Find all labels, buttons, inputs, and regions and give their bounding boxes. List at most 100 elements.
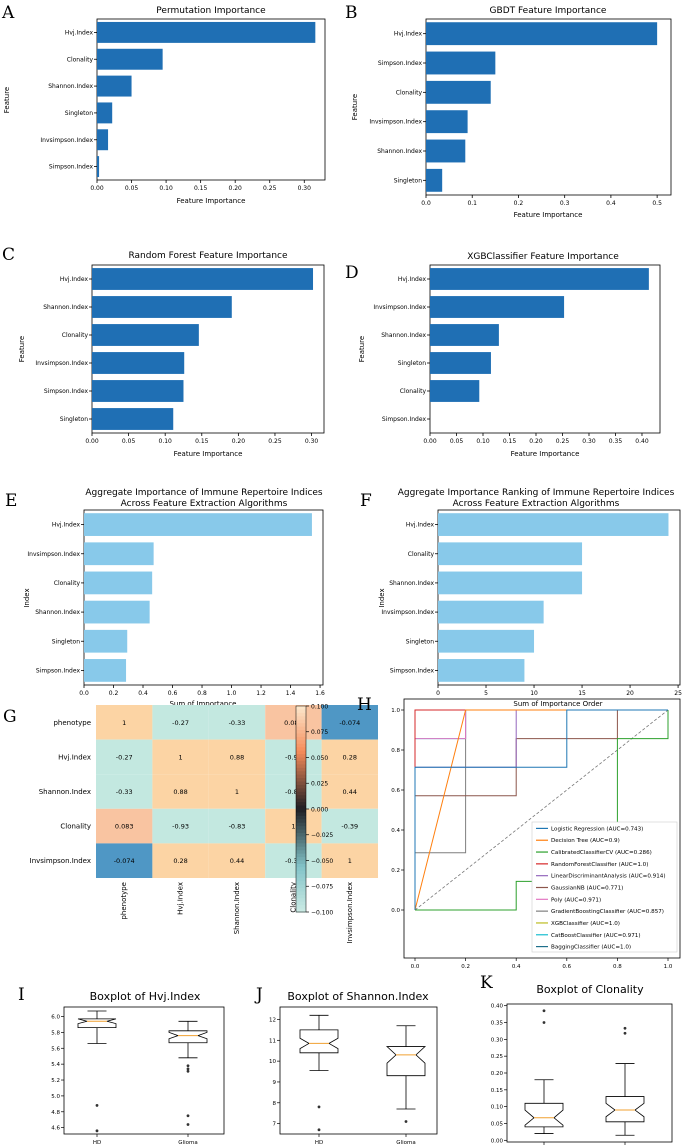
y-tick-label: Hvj.Index xyxy=(52,522,81,529)
colorbar-segment xyxy=(296,846,306,851)
x-tick-label: 0.0 xyxy=(421,200,431,207)
boxplot-outlier xyxy=(186,1067,190,1071)
colorbar-segment xyxy=(296,836,306,841)
colorbar-segment xyxy=(296,771,306,776)
x-tick-label: 0.0 xyxy=(79,690,89,697)
heatmap-cell-label: -0.074 xyxy=(114,857,135,865)
colorbar-segment xyxy=(296,819,306,824)
boxplot-y-tick-label: 11 xyxy=(269,1038,276,1044)
roc-diagonal xyxy=(414,709,669,911)
heatmap-cell-label: 1 xyxy=(179,753,183,761)
heatmap-cell xyxy=(152,843,209,878)
heatmap-cell xyxy=(152,739,209,775)
boxplot-y-tick-label: 5.4 xyxy=(51,1062,60,1068)
y-tick-label: Singleton xyxy=(406,638,434,645)
bar-simpson-index xyxy=(92,380,184,402)
panel-g: G 1 -0.27 -0.33 0.083 -0.074 -0.27 1 0.88 -0.93 0… xyxy=(3,703,378,943)
boxplot-y-tick-label: 4.8 xyxy=(51,1110,60,1116)
bar-shannon-index xyxy=(438,571,583,595)
colorbar-segment xyxy=(296,870,306,875)
panel-e-title: Aggregate Importance of Immune Repertoir… xyxy=(85,488,323,498)
colorbar-segment xyxy=(296,736,306,741)
bar-singleton xyxy=(438,629,535,653)
boxplot-y-tick-label: 0.05 xyxy=(491,1121,504,1127)
x-tick-label: 0.10 xyxy=(159,185,173,192)
heatmap-cell-label: 0.88 xyxy=(173,788,187,796)
panel-e: E Aggregate Importance of Immune Reperto… xyxy=(5,488,325,708)
roc-legend-label: GradientBoostingClassifier (AUC=0.857) xyxy=(551,909,664,915)
y-tick-label: Clonality xyxy=(54,580,81,587)
heatmap-row-label: Shannon.Index xyxy=(39,788,91,796)
x-tick-label: 0 xyxy=(436,690,440,697)
x-tick-label: 0.20 xyxy=(229,185,243,192)
colorbar-segment xyxy=(296,905,306,910)
panel-label-b: B xyxy=(345,3,358,23)
bar-hvj-index xyxy=(438,513,669,536)
colorbar-segment xyxy=(296,812,306,817)
x-tick-label: 0.3 xyxy=(560,200,570,207)
heatmap-cell xyxy=(208,774,266,809)
panel-f-xlabel: Sum of Importance Order xyxy=(513,700,602,708)
panel-label-i: I xyxy=(18,985,25,1005)
panel-a-ylabel: Feature xyxy=(3,87,11,113)
boxplot-y-tick-label: 0.20 xyxy=(491,1071,504,1077)
bar-invsimpson-index xyxy=(438,600,544,624)
bar-shannon-index xyxy=(97,75,132,97)
colorbar-segment xyxy=(296,887,306,892)
boxplot-outlier xyxy=(623,1026,627,1030)
bar-hvj-index xyxy=(426,22,658,46)
heatmap-cell-label: -0.93 xyxy=(172,823,189,831)
colorbar-tick-label: 0.050 xyxy=(311,755,328,762)
boxplot-x-tick-label: Glioma xyxy=(396,1140,415,1146)
heatmap-cell-label: -0.39 xyxy=(341,823,358,831)
y-tick-label: Shannon.Index xyxy=(381,332,426,339)
y-tick-label: Hvj.Index xyxy=(398,276,427,283)
boxplot-outlier xyxy=(186,1123,190,1126)
colorbar-segment xyxy=(296,719,306,724)
panel-label-e: E xyxy=(5,491,17,511)
boxplot-y-tick-label: 9 xyxy=(273,1080,277,1086)
y-tick-label: Invsimpson.Index xyxy=(40,137,93,144)
colorbar-segment xyxy=(296,815,306,820)
panel-d-ylabel: Feature xyxy=(358,336,366,362)
heatmap-cell-label: -0.27 xyxy=(172,719,189,727)
y-tick-label: Shannon.Index xyxy=(35,609,80,616)
panel-h-roc: 0.0 0.2 0.4 0.6 0.8 1.0 0.0 0.2 0.4 0.6 0.8 1.0 Logi… xyxy=(391,698,681,970)
colorbar-segment xyxy=(296,723,306,728)
roc-y-tick-label: 1.0 xyxy=(391,708,400,714)
boxplot-y-tick-label: 10 xyxy=(269,1059,276,1065)
y-tick-label: Shannon.Index xyxy=(377,148,422,155)
panel-b-xlabel: Feature Importance xyxy=(514,211,583,219)
boxplot-y-tick-label: 0.15 xyxy=(491,1088,504,1094)
panel-label-d: D xyxy=(345,263,359,283)
panel-b-axes-frame xyxy=(425,18,672,196)
colorbar-segment xyxy=(296,829,306,834)
y-tick-label: Singleton xyxy=(60,416,88,423)
y-tick-label: Simpson.Index xyxy=(49,164,94,171)
panel-f-title-line2: Across Feature Extraction Algorithms xyxy=(453,499,620,509)
boxplot-box xyxy=(168,1030,208,1044)
colorbar-segment xyxy=(296,774,306,779)
heatmap-cell xyxy=(96,774,153,809)
colorbar-segment xyxy=(296,853,306,858)
panel-a-axes-frame xyxy=(96,18,326,181)
panel-d-axes-frame xyxy=(429,264,661,434)
panel-a-title: Permutation Importance xyxy=(156,6,266,16)
roc-x-tick-label: 0.2 xyxy=(461,964,470,970)
y-tick-label: Clonality xyxy=(396,89,423,96)
heatmap-cell xyxy=(265,705,322,740)
x-tick-label: 0.10 xyxy=(159,438,173,445)
heatmap-cell xyxy=(96,843,153,878)
x-tick-label: 0.8 xyxy=(197,690,207,697)
heatmap-cell xyxy=(265,843,322,878)
x-tick-label: 0.2 xyxy=(514,200,524,207)
boxplot-y-tick-label: 6.0 xyxy=(51,1015,60,1021)
boxplot-y-tick-label: 5.8 xyxy=(51,1030,60,1036)
x-tick-label: 0.4 xyxy=(606,200,616,207)
heatmap-cell xyxy=(96,705,153,740)
y-tick-label: Shannon.Index xyxy=(43,304,88,311)
x-tick-label: 1.0 xyxy=(227,690,237,697)
roc-legend-label: CatBoostClassifier (AUC=0.971) xyxy=(551,933,641,939)
colorbar-tick-label: 0.000 xyxy=(311,806,328,813)
heatmap-cell-label: 0.44 xyxy=(343,788,357,796)
